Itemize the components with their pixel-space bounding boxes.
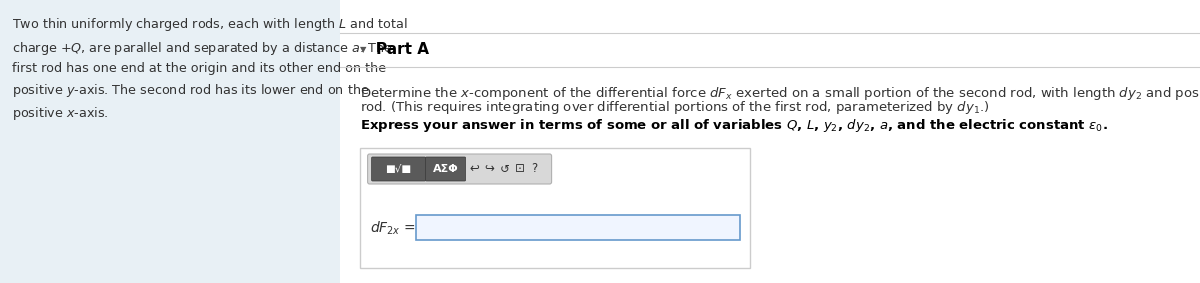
FancyBboxPatch shape (367, 154, 552, 184)
Text: ↺: ↺ (499, 162, 510, 175)
FancyBboxPatch shape (372, 157, 426, 181)
Text: ⊡: ⊡ (515, 162, 524, 175)
Text: $dF_{2x}$ =: $dF_{2x}$ = (370, 219, 415, 237)
Bar (0, 0, 340, 283)
Text: ▼: ▼ (360, 46, 366, 55)
FancyBboxPatch shape (426, 157, 466, 181)
Text: Two thin uniformly charged rods, each with length $L$ and total
charge $+Q$, are: Two thin uniformly charged rods, each wi… (12, 16, 408, 122)
Text: AΣΦ: AΣΦ (433, 164, 458, 174)
Text: rod. (This requires integrating over differential portions of the first rod, par: rod. (This requires integrating over dif… (360, 99, 989, 116)
Text: Express your answer in terms of some or all of variables $Q$, $L$, $y_2$, $dy_2$: Express your answer in terms of some or … (360, 117, 1108, 134)
Bar (415, 215, 739, 240)
Text: ?: ? (532, 162, 538, 175)
Bar (340, 0, 1200, 283)
Bar (360, 148, 750, 268)
Text: Part A: Part A (376, 42, 428, 57)
Text: ■√■: ■√■ (385, 164, 412, 174)
Text: ↪: ↪ (485, 162, 494, 175)
Text: Determine the $x$-component of the differential force $dF_x$ exerted on a small : Determine the $x$-component of the diffe… (360, 85, 1200, 102)
Text: ↩: ↩ (469, 162, 480, 175)
